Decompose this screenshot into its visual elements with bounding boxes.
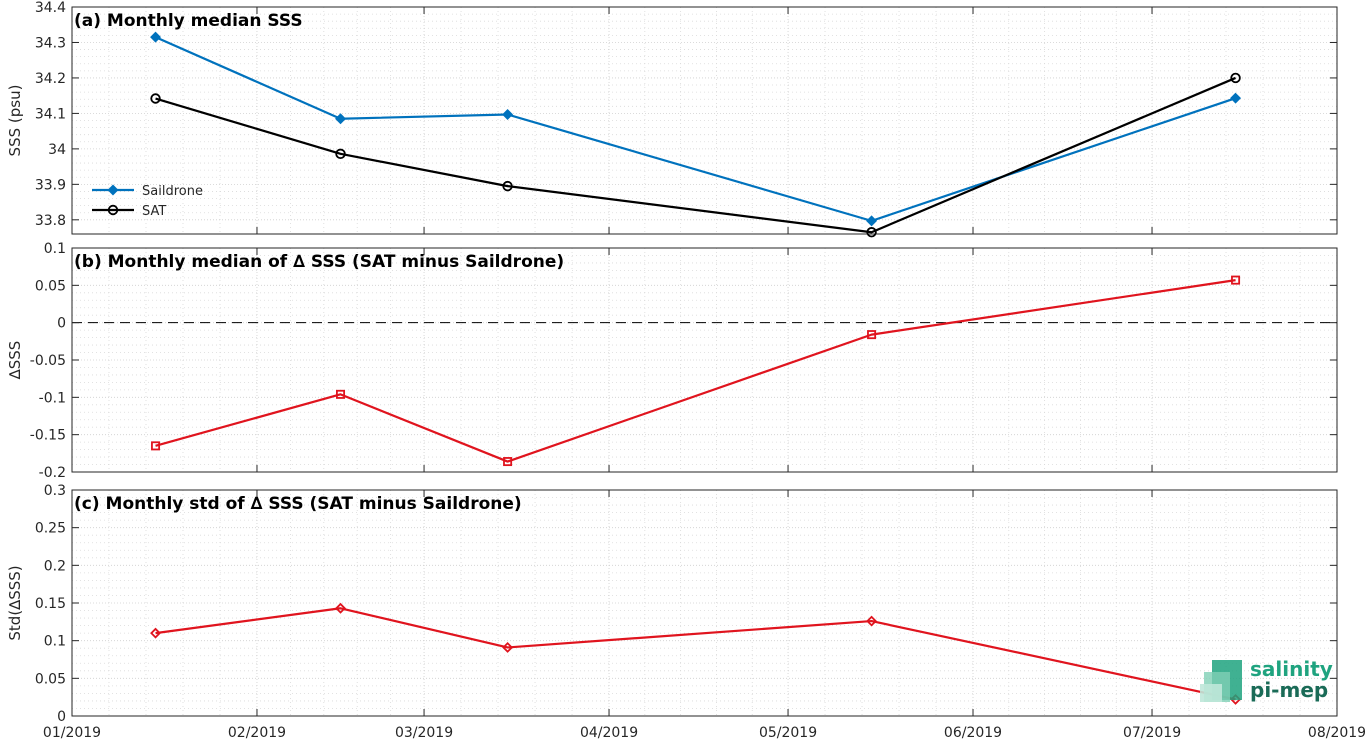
y-tick-label: 0.05 — [35, 278, 66, 294]
data-point — [1231, 275, 1241, 285]
grid — [72, 7, 1337, 234]
legend-label: SAT — [142, 204, 166, 219]
x-axis-labels: 01/2019 02/2019 03/2019 04/2019 05/2019 06/20… — [43, 725, 1366, 741]
y-tick-label: 0.15 — [35, 596, 66, 612]
y-tick-label: -0.15 — [30, 428, 66, 444]
data-point — [1230, 92, 1242, 104]
y-tick-label: 34.1 — [35, 106, 66, 122]
legend-marker — [107, 184, 119, 196]
x-tick-label: 03/2019 — [395, 725, 453, 741]
x-tick-label: 04/2019 — [580, 725, 638, 741]
y-tick-label: 0 — [57, 709, 66, 725]
data-point — [502, 108, 514, 120]
data-point — [867, 330, 877, 340]
data-point — [866, 227, 877, 238]
logo-block — [1200, 684, 1222, 702]
series-line — [155, 279, 1236, 463]
data-point — [502, 180, 513, 192]
legend-label: Saildrone — [142, 184, 203, 199]
y-axis-label: ∆SSS — [6, 341, 24, 381]
data-point — [503, 457, 513, 467]
data-point — [150, 31, 162, 43]
panel-title: (b) Monthly median of ∆ SSS (SAT minus S… — [74, 252, 564, 272]
data-point — [335, 113, 346, 125]
y-tick-label: 0.3 — [44, 483, 66, 499]
series-sat — [150, 72, 1241, 238]
panel-c: 0 0.05 0.1 0.15 0.2 0.25 0.3 Std(∆SSS) (c) Month… — [6, 483, 1338, 725]
y-axis-label: Std(∆SSS) — [6, 565, 24, 640]
y-tick-label: 34.2 — [35, 71, 66, 87]
legend: Saildrone SAT — [92, 184, 203, 219]
y-tick-label: 0 — [57, 316, 66, 332]
series-diff — [150, 602, 1242, 705]
legend-marker — [107, 204, 119, 216]
y-tick-label: -0.05 — [30, 353, 66, 369]
y-tick-label: 34.4 — [35, 0, 66, 16]
x-tick-label: 01/2019 — [43, 725, 101, 741]
data-point — [336, 389, 346, 399]
y-tick-label: 0.1 — [44, 634, 66, 650]
y-tick-label: 33.9 — [35, 177, 66, 193]
data-point — [151, 441, 161, 451]
y-tick-label: 0.2 — [44, 558, 66, 574]
panel-a: 33.8 33.9 34 34.1 34.2 34.3 34.4 SSS (psu) (a) M… — [6, 0, 1338, 238]
x-tick-label: 06/2019 — [944, 725, 1002, 741]
data-point — [502, 641, 514, 653]
series-line — [155, 76, 1236, 234]
data-point — [866, 215, 878, 227]
y-axis-label: SSS (psu) — [6, 85, 24, 157]
data-point — [866, 615, 878, 627]
y-tick-label: 34.3 — [35, 35, 66, 51]
axes-box — [71, 6, 1338, 235]
data-point — [1230, 72, 1241, 84]
y-tick-label: -0.2 — [39, 465, 66, 481]
logo-text-pimep: pi-mep — [1250, 678, 1328, 702]
y-tick-label: 0.25 — [35, 521, 66, 537]
data-point — [335, 148, 346, 160]
panel-title: (a) Monthly median SSS — [74, 11, 303, 31]
logo-text-salinity: salinity — [1250, 657, 1333, 681]
x-tick-label: 05/2019 — [759, 725, 817, 741]
panel-b: -0.2 -0.15 -0.1 -0.05 0 0.05 0.1 ∆SSS (b) Monthl… — [6, 241, 1338, 481]
y-tick-label: 34 — [48, 142, 66, 158]
data-point — [150, 93, 161, 104]
y-tick-label: 0.05 — [35, 671, 66, 687]
x-tick-label: 07/2019 — [1123, 725, 1181, 741]
x-tick-label: 08/2019 — [1308, 725, 1366, 741]
y-tick-label: 0.1 — [44, 241, 66, 257]
series-diff — [151, 275, 1241, 467]
series-line — [155, 607, 1236, 701]
x-tick-label: 02/2019 — [228, 725, 286, 741]
y-tick-label: -0.1 — [39, 390, 66, 406]
grid — [72, 248, 1337, 472]
panel-title: (c) Monthly std of ∆ SSS (SAT minus Sail… — [74, 494, 522, 514]
data-point — [150, 627, 162, 639]
data-point — [335, 602, 346, 614]
y-tick-label: 33.8 — [35, 213, 66, 229]
